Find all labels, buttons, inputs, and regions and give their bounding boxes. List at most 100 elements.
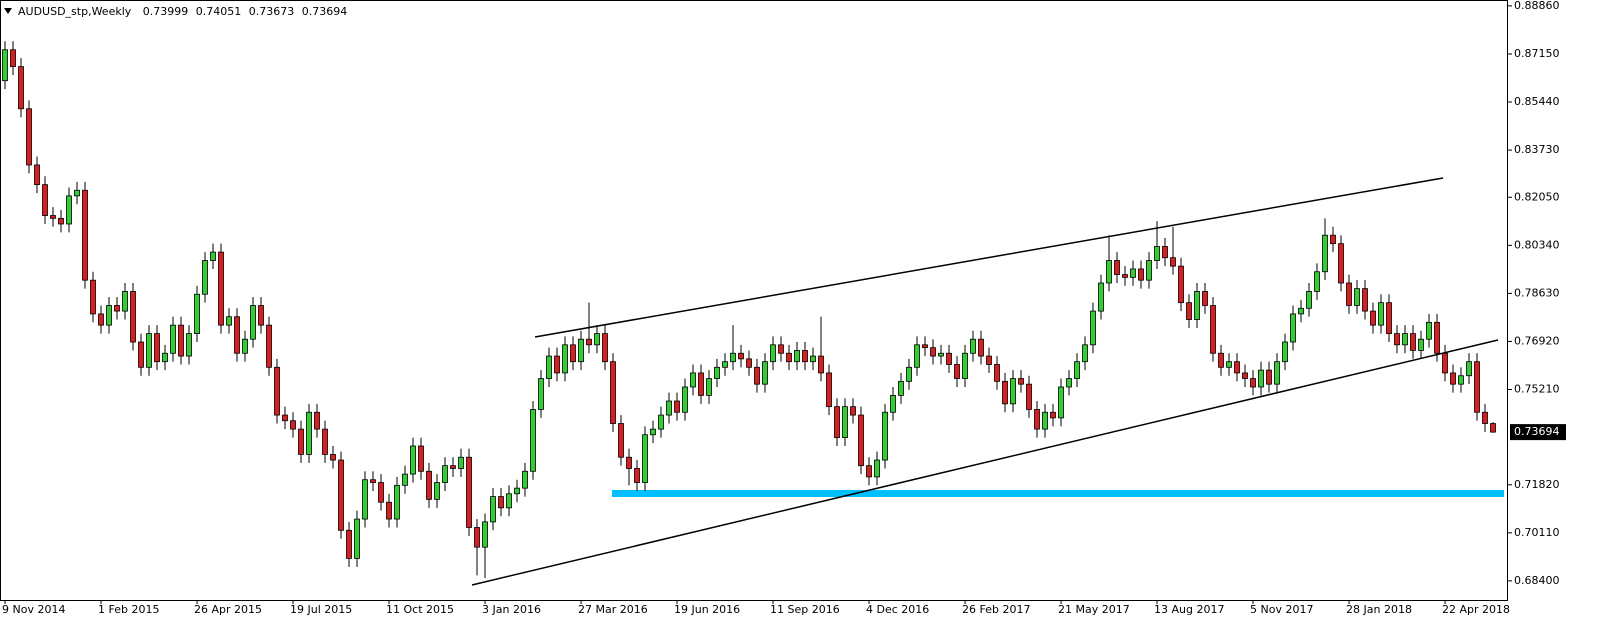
candle-body — [826, 372, 832, 408]
x-tick-label: 11 Sep 2016 — [770, 603, 840, 616]
candle-body — [842, 406, 848, 438]
drawings — [471, 177, 1504, 586]
candle-body — [698, 372, 704, 396]
symbol-title: AUDUSD_stp,Weekly — [18, 5, 132, 18]
candle-body — [178, 324, 184, 357]
candle-body — [706, 378, 712, 396]
candle-body — [1026, 383, 1032, 410]
candle-body — [1482, 411, 1488, 424]
candle-body — [218, 251, 224, 326]
y-tick-label: 0.71820 — [1514, 478, 1560, 491]
candle-body — [1274, 361, 1280, 385]
candle-body — [858, 414, 864, 467]
x-tick-label: 28 Jan 2018 — [1346, 603, 1412, 616]
candle-body — [1426, 321, 1432, 340]
candle-body — [370, 479, 376, 483]
candle-body — [898, 380, 904, 396]
candle-body — [298, 428, 304, 455]
candle-body — [1074, 361, 1080, 379]
candle-body — [146, 333, 152, 368]
candle-body — [1250, 378, 1256, 388]
candle-body — [1202, 291, 1208, 306]
candle-body — [994, 364, 1000, 382]
candle-body — [642, 434, 648, 483]
candle-body — [98, 313, 104, 326]
y-tick-label: 0.76920 — [1514, 334, 1560, 347]
menu-triangle[interactable] — [4, 8, 12, 14]
candle-body — [290, 420, 296, 430]
candle-body — [434, 482, 440, 500]
support-zone — [612, 490, 1504, 497]
candle-body — [962, 352, 968, 379]
candles — [2, 41, 1496, 579]
candle-body — [1210, 305, 1216, 354]
candle-body — [1146, 260, 1152, 281]
candle-body — [874, 459, 880, 478]
candle-body — [1466, 361, 1472, 377]
header-open: 0.73999 — [143, 5, 189, 18]
candle-body — [730, 352, 736, 363]
candle-body — [1066, 378, 1072, 388]
candle-body — [1018, 378, 1024, 385]
candle-body — [714, 366, 720, 379]
channel-upper — [534, 177, 1444, 338]
candle-body — [74, 189, 80, 197]
candle-body — [90, 279, 96, 315]
candle-body — [362, 479, 368, 520]
candle-body — [738, 352, 744, 360]
y-tick-label: 0.85440 — [1514, 95, 1560, 108]
candle-body — [906, 366, 912, 382]
x-tick-label: 5 Nov 2017 — [1250, 603, 1313, 616]
candle-body — [522, 470, 528, 489]
candle-body — [58, 217, 64, 225]
candle-body — [1314, 271, 1320, 292]
candle-body — [562, 344, 568, 374]
candle-body — [1282, 341, 1288, 363]
x-tick-label: 3 Jan 2016 — [482, 603, 541, 616]
x-tick-label: 11 Oct 2015 — [386, 603, 454, 616]
x-tick-label: 26 Apr 2015 — [194, 603, 262, 616]
price-label-box — [1510, 424, 1566, 441]
x-tick-label: 22 Apr 2018 — [1442, 603, 1510, 616]
candle-body — [1138, 268, 1144, 281]
candle-body — [1034, 409, 1040, 430]
candle-body — [210, 251, 216, 261]
candle-body — [10, 49, 16, 68]
candle-body — [130, 291, 136, 343]
candle-body — [1378, 302, 1384, 326]
candle-body — [1050, 411, 1056, 419]
candle-body — [570, 344, 576, 363]
candle-body — [578, 338, 584, 363]
candle-body — [306, 411, 312, 455]
candle-body — [538, 378, 544, 410]
candle-body — [282, 414, 288, 422]
y-tick-label: 0.82050 — [1514, 190, 1560, 203]
header-close: 0.73694 — [302, 5, 348, 18]
candle-body — [234, 316, 240, 354]
candle-body — [1258, 369, 1264, 388]
candle-body — [978, 338, 984, 357]
candle-body — [1162, 246, 1168, 259]
candle-body — [26, 108, 32, 166]
candle-body — [202, 260, 208, 295]
candle-body — [1386, 302, 1392, 334]
plot-frame — [0, 0, 1508, 601]
candle-body — [322, 428, 328, 455]
candle-body — [1458, 375, 1464, 385]
candle-body — [138, 341, 144, 368]
candle-body — [1330, 234, 1336, 245]
candle-body — [34, 164, 40, 186]
x-tick-label: 13 Aug 2017 — [1154, 603, 1224, 616]
y-tick-label: 0.70110 — [1514, 526, 1560, 539]
candle-body — [458, 456, 464, 469]
candle-body — [618, 423, 624, 458]
candle-body — [890, 395, 896, 413]
candle-body — [1410, 333, 1416, 351]
candle-body — [162, 352, 168, 363]
candle-body — [274, 366, 280, 416]
candle-body — [674, 400, 680, 413]
candle-body — [762, 361, 768, 385]
candle-body — [1186, 302, 1192, 320]
candle-body — [514, 487, 520, 495]
candle-body — [402, 473, 408, 486]
